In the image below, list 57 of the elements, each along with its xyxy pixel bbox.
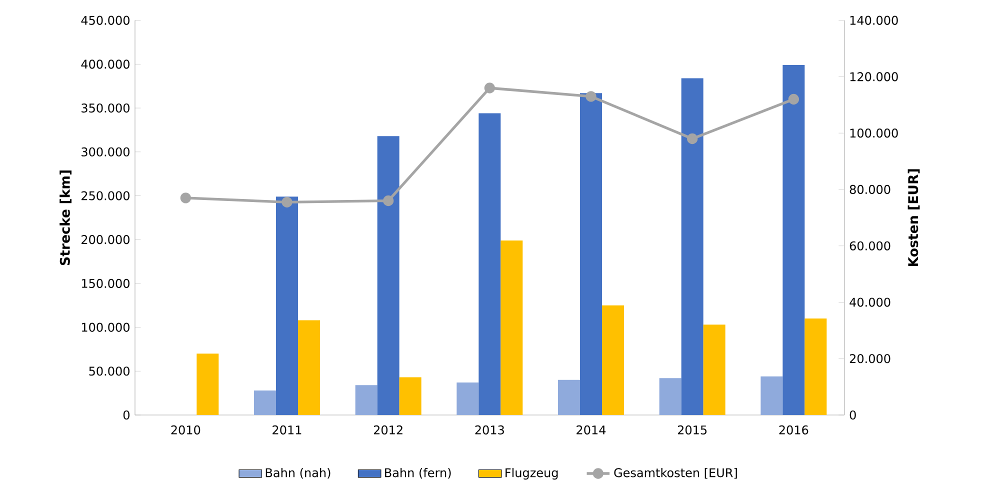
bar [456,382,479,415]
y-tick-label: 300.000 [82,147,130,156]
bar [804,318,827,415]
point [282,196,292,208]
y-tick-label: 50.000 [89,366,130,376]
x-tick-label: 2010 [171,425,200,434]
y2-tick-label: 80.000 [850,184,890,194]
y2-tick-label: 40.000 [850,298,890,307]
bar [196,354,219,415]
point [180,192,191,204]
y-tick-label: 200.000 [82,235,130,244]
point [788,94,800,105]
bar [580,93,602,415]
y-tick-label: 0 [123,410,130,420]
bar [254,390,276,415]
legend-label: Bahn (nah) [266,468,330,479]
y2-tick-label: 0 [850,410,856,420]
y-tick-label: 400.000 [81,60,130,69]
y-tick-label: 150.000 [82,278,130,288]
bar [558,380,580,415]
bar [760,376,783,415]
point [687,133,698,144]
y2-tick-label: 60.000 [850,241,890,250]
y-tick-label: 100.000 [82,322,130,332]
x-tick-label: 2011 [272,425,302,434]
y-tick-label: 350.000 [82,103,130,113]
y2-tick-label: 120.000 [850,72,898,82]
point [586,91,596,102]
bar [659,378,682,415]
x-tick-label: 2015 [678,425,707,434]
bar [276,196,298,415]
x-tick-label: 2013 [475,425,504,434]
bar [298,320,320,415]
y-tick-label: 250.000 [82,191,130,200]
bar [782,65,805,415]
y2-axis-title: Kosten [EUR] [908,169,920,266]
legend-label: Bahn (fern) [385,468,451,479]
bar [478,113,501,415]
bar [377,136,400,415]
point [484,82,495,94]
y-axis-title: Strecke [km] [60,170,72,266]
y2-tick-label: 140.000 [850,16,898,25]
y2-tick-label: 20.000 [850,354,890,364]
bar [703,324,726,415]
bar [602,305,624,415]
legend-label: Flugzeug [506,468,558,480]
x-tick-label: 2012 [374,425,402,434]
x-tick-label: 2014 [576,425,606,434]
legend-label: Gesamtkosten [EUR] [614,468,737,479]
point [383,195,394,206]
bar [355,385,378,415]
y-tick-label: 450.000 [81,16,130,25]
bar [500,240,523,415]
x-tick-label: 2016 [779,425,808,434]
bar [681,78,704,415]
bar [399,377,422,415]
y2-tick-label: 100.000 [850,128,898,138]
